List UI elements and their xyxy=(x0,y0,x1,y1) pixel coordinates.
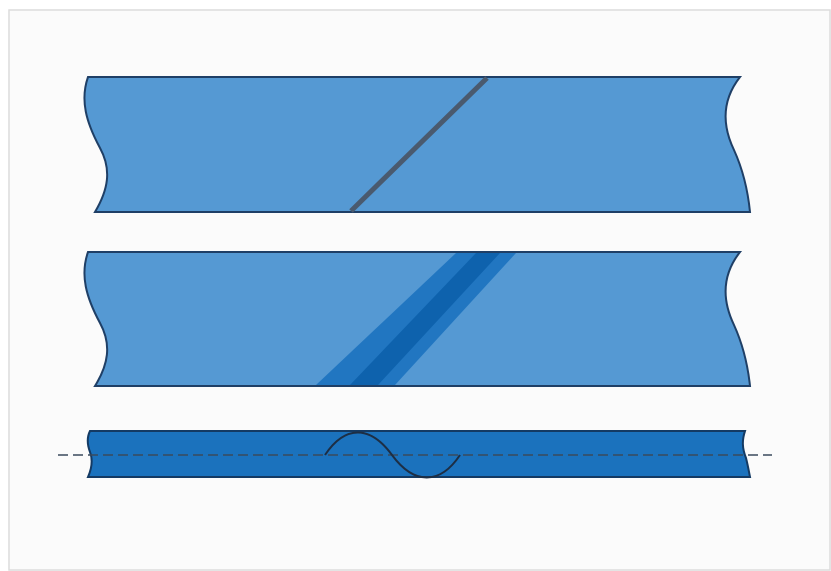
band-scarf-thin xyxy=(83,76,752,213)
band-scarf-wide xyxy=(83,251,752,387)
band-body xyxy=(86,430,752,478)
wave xyxy=(324,431,461,479)
band-edge xyxy=(58,430,772,479)
overlap-core xyxy=(350,253,500,385)
seam xyxy=(349,76,489,213)
